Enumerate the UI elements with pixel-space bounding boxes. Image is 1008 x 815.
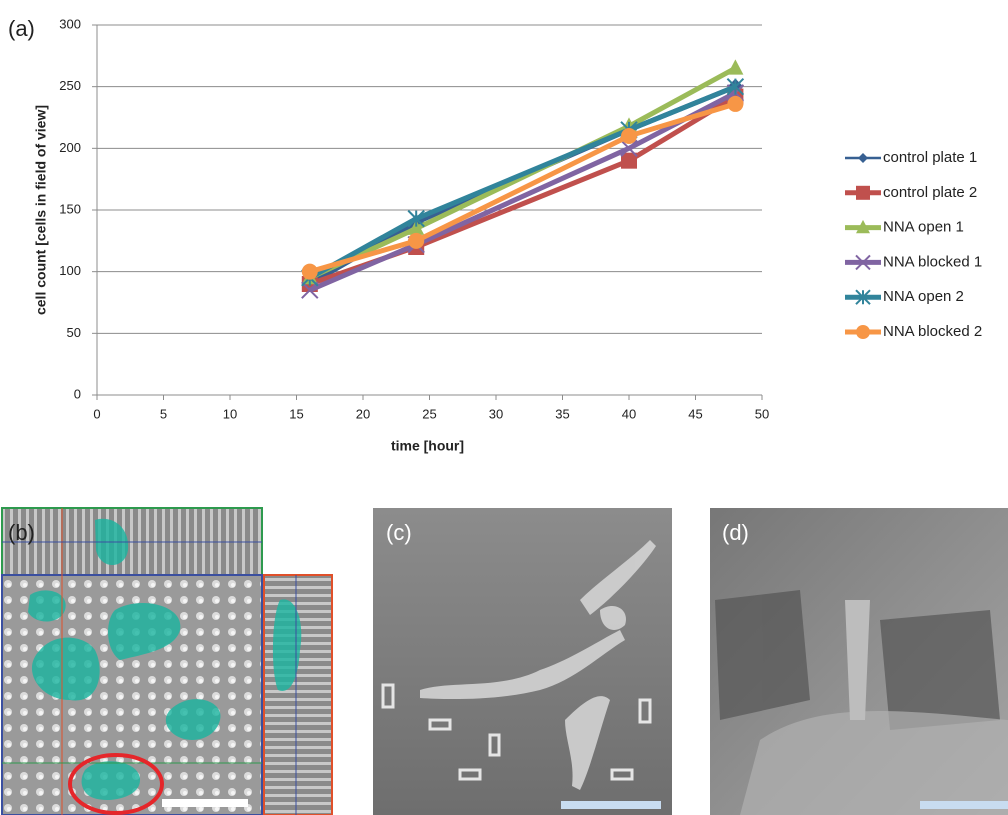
y-tick-label: 100 (59, 263, 81, 278)
x-tick-label: 45 (688, 406, 702, 421)
panel-label: (d) (722, 520, 749, 545)
panel-label: (a) (8, 16, 35, 41)
y-tick-label: 300 (59, 16, 81, 31)
x-tick-label: 15 (289, 406, 303, 421)
y-tick-label: 0 (74, 386, 81, 401)
y-tick-label: 250 (59, 78, 81, 93)
x-tick-label: 25 (422, 406, 436, 421)
marker (621, 128, 637, 144)
legend-marker (856, 325, 870, 339)
image-panel-b: (b) (2, 508, 332, 815)
legend-label: NNA open 1 (883, 219, 964, 236)
x-axis-title: time [hour] (391, 438, 464, 454)
projection-side (264, 575, 332, 815)
x-tick-label: 30 (489, 406, 503, 421)
panel-label: (c) (386, 520, 412, 545)
page: {"chart_data": {"type": "line", "x_label… (0, 0, 1008, 815)
legend-marker (856, 186, 870, 200)
y-tick-label: 150 (59, 201, 81, 216)
x-tick-label: 10 (223, 406, 237, 421)
image-panel-c: (c) (373, 508, 672, 815)
legend-label: NNA blocked 2 (883, 323, 982, 340)
y-tick-label: 200 (59, 140, 81, 155)
legend-label: NNA blocked 1 (883, 253, 982, 270)
marker (302, 264, 318, 280)
marker (408, 233, 424, 249)
x-tick-label: 5 (160, 406, 167, 421)
chart: 0 50 100 150 200 250 300 0 5 10 15 20 25 30 35 40 45 50 ti… (33, 16, 983, 453)
legend-label: control plate 1 (883, 149, 977, 166)
y-tick-label: 50 (67, 325, 81, 340)
legend-marker (858, 153, 868, 163)
marker (727, 59, 743, 74)
x-tick-label: 40 (622, 406, 636, 421)
x-tick-label: 0 (93, 406, 100, 421)
image-panel-d: (d) (710, 508, 1008, 815)
x-tick-label: 20 (356, 406, 370, 421)
figure: (a) 0 50 100 150 200 250 300 0 5 10 15 20 25 30 35 40 45… (0, 0, 1008, 815)
panel-label: (b) (8, 520, 35, 545)
y-axis-title: cell count [cells in field of view] (33, 105, 49, 315)
scale-bar (162, 799, 248, 807)
legend-label: control plate 2 (883, 184, 977, 201)
x-tick-label: 35 (555, 406, 569, 421)
x-tick-label: 50 (755, 406, 769, 421)
legend-label: NNA open 2 (883, 288, 964, 305)
scale-bar (561, 801, 661, 809)
scale-bar (920, 801, 1008, 809)
marker (727, 96, 743, 112)
